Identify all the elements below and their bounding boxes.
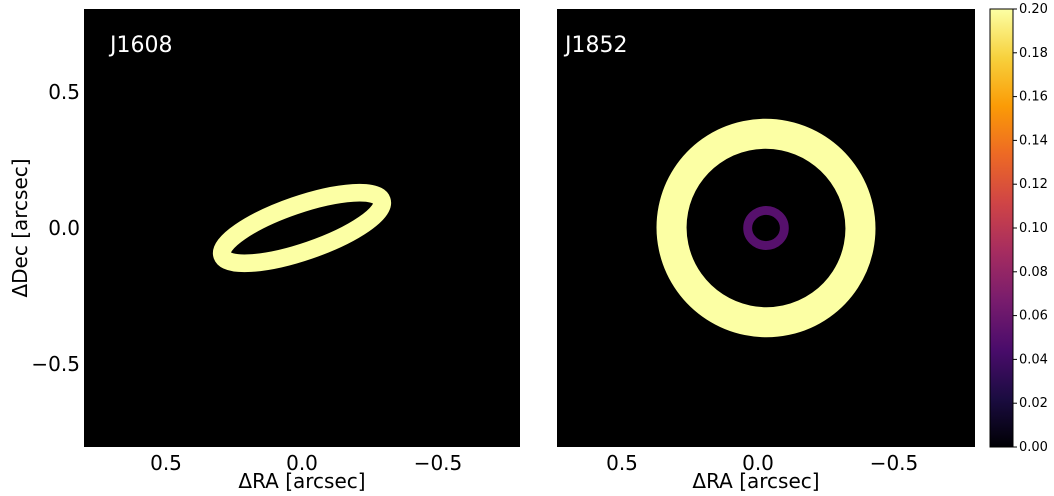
colorbar-tick-label: 0.02 [1019,396,1048,411]
colorbar-tick-label: 0.16 [1019,90,1048,105]
x-axis-label-j1608: ΔRA [arcsec] [238,469,365,493]
colorbar-tick-label: 0.14 [1019,133,1048,148]
colorbar-gradient [989,8,1014,448]
y-tick-label: −0.5 [31,352,80,376]
colorbar-tick-label: 0.18 [1019,46,1048,61]
x-tick-label: −0.5 [870,451,919,475]
colorbar-ticks: 0.00 0.02 0.04 0.06 0.08 0.10 0.12 0.14 0.16 0.18… [1013,2,1048,455]
rings-j1852 [656,118,876,338]
colorbar-tick-label: 0.20 [1019,2,1048,17]
x-tick-marks-j1608 [165,441,439,447]
x-tick-label: 0.0 [742,451,774,475]
colorbar-tick-label: 0.12 [1019,177,1048,192]
emission-ring [656,118,876,338]
panel-label-j1608: J1608 [108,33,172,58]
emission-ring [212,183,392,273]
emission-ring [743,206,789,250]
y-tick-label: 0.0 [48,216,80,240]
y-tick-marks-j1608 [84,91,90,365]
panel-j1852: J1852 0.5 0.0 −0.5 ΔRA [arcsec] [557,9,975,493]
x-tick-label: 0.5 [606,451,638,475]
x-tick-label: −0.5 [414,451,463,475]
plot-area-j1608 [84,9,520,447]
colorbar-tick-label: 0.10 [1019,221,1048,236]
panel-label-j1852: J1852 [563,33,627,58]
colorbar: 0.00 0.02 0.04 0.06 0.08 0.10 0.12 0.14 0.16 0.18… [989,2,1048,455]
colorbar-tick-label: 0.00 [1019,440,1048,455]
colorbar-tick-label: 0.04 [1019,352,1048,367]
x-axis-label-j1852: ΔRA [arcsec] [692,469,819,493]
colorbar-tick-label: 0.06 [1019,309,1048,324]
x-tick-label: 0.0 [286,451,318,475]
panel-j1608: J1608 0.5 0.0 −0.5 0.5 0.0 −0.5 ΔRA [arc… [8,9,520,493]
rings-j1608 [212,183,392,273]
y-tick-label: 0.5 [48,80,80,104]
x-tick-label: 0.5 [150,451,182,475]
y-axis-label-j1608: ΔDec [arcsec] [8,158,32,297]
plot-area-j1852 [557,9,975,447]
x-tick-marks-j1852 [621,441,895,447]
colorbar-tick-label: 0.08 [1019,265,1048,280]
